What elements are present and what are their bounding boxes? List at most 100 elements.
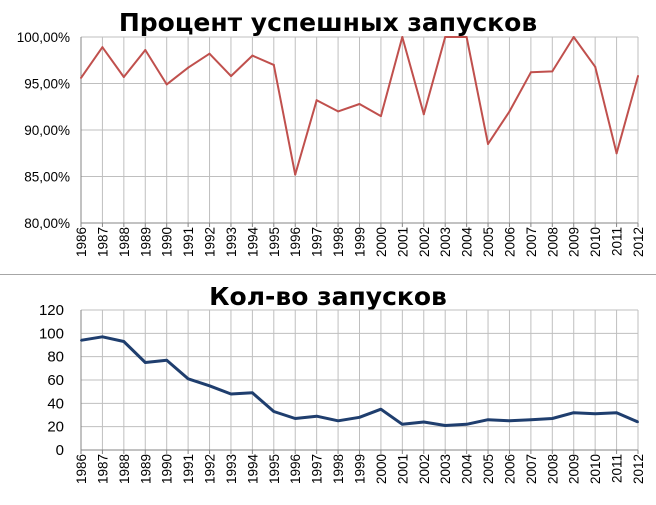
y-tick-label: 40 xyxy=(47,395,64,412)
data-point xyxy=(487,418,490,421)
data-point xyxy=(229,393,232,395)
data-point xyxy=(229,75,232,78)
x-tick-label: 2001 xyxy=(395,454,410,484)
data-point xyxy=(272,410,275,413)
x-tick-label: 2012 xyxy=(631,454,646,484)
data-point xyxy=(187,377,190,380)
chart-title: Кол-во запусков xyxy=(209,282,447,311)
x-tick-label: 1990 xyxy=(160,227,175,257)
x-tick-label: 1992 xyxy=(203,454,218,484)
data-point xyxy=(637,421,639,423)
x-tick-label: 1988 xyxy=(117,454,132,484)
x-tick-label: 1994 xyxy=(245,227,260,258)
data-point xyxy=(465,423,468,426)
success-rate-chart: Процент успешных запусков 80,00% 85,00% 90… xyxy=(17,8,646,257)
data-point xyxy=(379,115,382,118)
x-tick-label: 1989 xyxy=(138,454,153,484)
data-point xyxy=(401,36,404,38)
data-point xyxy=(379,408,382,411)
x-tick-label: 2008 xyxy=(545,227,560,257)
x-tick-label: 1987 xyxy=(95,454,110,484)
data-point xyxy=(422,421,425,423)
data-point xyxy=(165,359,168,362)
y-tick-label: 100 xyxy=(39,325,64,342)
x-tick-label: 1996 xyxy=(288,227,303,257)
x-tick-label: 1986 xyxy=(74,454,89,484)
x-tick-label: 1991 xyxy=(181,227,196,257)
launch-count-chart: Кол-во запусков 0 20 40 60 80 100 120 1986 1987 1… xyxy=(39,282,646,484)
x-tick-label: 1991 xyxy=(181,454,196,484)
x-tick-label: 1988 xyxy=(117,227,132,257)
chart-title: Процент успешных запусков xyxy=(119,8,537,37)
data-point xyxy=(465,36,468,38)
data-point xyxy=(551,70,554,73)
x-tick-label: 2002 xyxy=(417,454,432,484)
x-tick-label: 1995 xyxy=(267,227,282,257)
x-tick-label: 2003 xyxy=(438,227,453,257)
x-tick-label: 1993 xyxy=(224,227,239,257)
data-point xyxy=(208,52,211,55)
x-tick-label: 2009 xyxy=(567,227,582,257)
data-point xyxy=(615,152,618,155)
y-tick-label: 0 xyxy=(56,442,64,459)
data-point xyxy=(165,83,168,86)
data-point xyxy=(637,75,639,78)
data-point xyxy=(315,99,318,102)
x-tick-label: 1987 xyxy=(95,227,110,257)
y-tick-label: 20 xyxy=(47,419,64,436)
x-tick-label: 2011 xyxy=(610,227,625,256)
data-point xyxy=(187,66,190,69)
x-tick-label: 1994 xyxy=(245,454,260,485)
x-tick-label: 2009 xyxy=(567,454,582,484)
x-tick-label: 2007 xyxy=(524,454,539,484)
data-point xyxy=(594,412,597,415)
data-point xyxy=(572,36,575,38)
x-tick-label: 2004 xyxy=(460,227,475,258)
x-tick-label: 2011 xyxy=(610,454,625,483)
data-point xyxy=(337,110,340,113)
y-tick-label: 60 xyxy=(47,372,64,389)
data-point xyxy=(487,142,490,145)
x-tick-label: 1990 xyxy=(160,454,175,484)
x-tick-label: 2006 xyxy=(502,227,517,257)
data-point xyxy=(294,173,297,176)
x-tick-label: 2004 xyxy=(460,454,475,485)
data-point xyxy=(444,424,447,427)
x-tick-label: 1993 xyxy=(224,454,239,484)
x-tick-label: 2010 xyxy=(588,227,603,257)
x-tick-label: 1989 xyxy=(138,227,153,257)
y-tick-label: 85,00% xyxy=(24,170,70,185)
data-point xyxy=(80,76,82,79)
x-tick-label: 2007 xyxy=(524,227,539,257)
data-point xyxy=(401,423,404,426)
data-point xyxy=(272,63,275,66)
data-point xyxy=(529,71,532,74)
data-point xyxy=(615,411,618,414)
y-tick-label: 80 xyxy=(47,349,64,366)
data-point xyxy=(529,418,532,421)
y-tick-label: 90,00% xyxy=(24,123,70,138)
x-tick-label: 1995 xyxy=(267,454,282,484)
x-tick-label: 2008 xyxy=(545,454,560,484)
x-tick-label: 1997 xyxy=(310,454,325,484)
data-point xyxy=(444,36,447,38)
x-tick-label: 2012 xyxy=(631,227,646,257)
data-point xyxy=(315,415,318,418)
data-point xyxy=(122,75,125,78)
x-tick-label: 1999 xyxy=(353,227,368,257)
data-point xyxy=(358,102,361,105)
data-point xyxy=(101,46,104,49)
x-tick-label: 1999 xyxy=(353,454,368,484)
data-point xyxy=(337,419,340,422)
x-tick-label: 1996 xyxy=(288,454,303,484)
data-point xyxy=(358,416,361,419)
data-point xyxy=(144,361,147,364)
data-point xyxy=(551,417,554,420)
data-point xyxy=(144,49,147,52)
x-tick-label: 1998 xyxy=(331,454,346,484)
data-point xyxy=(251,54,254,57)
x-tick-label: 2001 xyxy=(395,227,410,257)
y-tick-label: 120 xyxy=(39,302,64,319)
data-point xyxy=(80,339,82,342)
